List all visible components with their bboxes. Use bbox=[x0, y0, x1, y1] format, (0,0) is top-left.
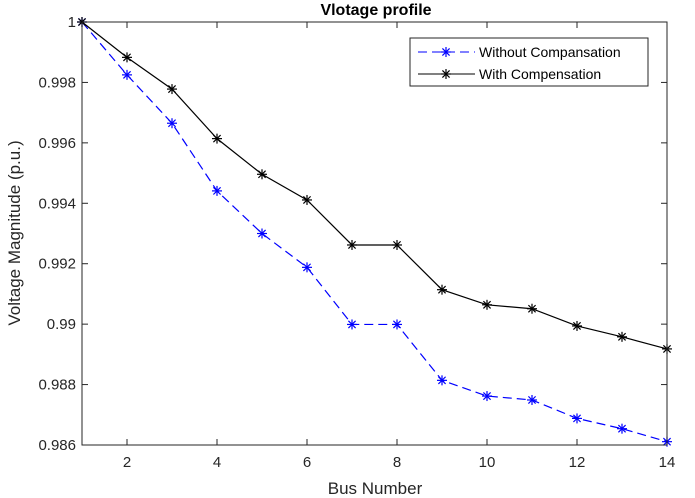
data-point-1-9 bbox=[482, 299, 492, 310]
data-point-0-1 bbox=[122, 69, 132, 80]
legend-marker-0 bbox=[441, 47, 451, 57]
series-layer bbox=[77, 17, 672, 447]
chart-title: Vlotage profile bbox=[320, 2, 431, 19]
data-point-1-12 bbox=[617, 331, 627, 342]
legend-marker-icon-1 bbox=[441, 69, 451, 79]
data-point-1-2 bbox=[167, 84, 177, 95]
data-point-1-4 bbox=[257, 169, 267, 180]
x-tick-label: 10 bbox=[479, 454, 496, 471]
data-point-0-8 bbox=[437, 375, 447, 386]
data-point-0-4 bbox=[257, 228, 267, 239]
data-point-0-12 bbox=[617, 423, 627, 434]
data-point-0-2 bbox=[167, 118, 177, 129]
data-point-1-1 bbox=[122, 52, 132, 63]
y-tick-label: 0.994 bbox=[38, 195, 76, 212]
data-point-1-6 bbox=[347, 239, 357, 250]
data-point-0-6 bbox=[347, 319, 357, 330]
data-point-0-5 bbox=[302, 262, 312, 273]
series-line-1 bbox=[81, 21, 668, 350]
data-point-0-3 bbox=[212, 185, 222, 196]
legend-label-1: With Compensation bbox=[479, 66, 601, 82]
data-point-0-7 bbox=[392, 319, 402, 330]
legend: Without Compansation With Compensation bbox=[409, 37, 649, 87]
x-tick-label: 2 bbox=[123, 454, 131, 471]
data-point-1-5 bbox=[302, 194, 312, 205]
series-points-1 bbox=[77, 17, 672, 354]
data-point-0-9 bbox=[482, 391, 492, 402]
y-tick-label: 0.996 bbox=[38, 135, 76, 152]
y-tick-label: 0.988 bbox=[38, 377, 76, 394]
y-tick-label: 0.998 bbox=[38, 74, 76, 91]
x-tick-label: 4 bbox=[213, 454, 221, 471]
data-point-1-8 bbox=[437, 284, 447, 295]
axes-layer: 2 4 6 8 10 12 14 0.986 0.988 0.99 0.992 0.994 0.996 0… bbox=[38, 14, 675, 471]
data-point-0-11 bbox=[572, 413, 582, 424]
data-point-1-3 bbox=[212, 133, 222, 144]
x-tick-label: 8 bbox=[393, 454, 401, 471]
plot-area bbox=[82, 22, 667, 445]
axes-box bbox=[81, 21, 668, 446]
y-tick-label: 0.986 bbox=[38, 437, 76, 454]
x-tick-label: 14 bbox=[659, 454, 676, 471]
data-point-1-10 bbox=[527, 303, 537, 314]
legend-marker-1 bbox=[441, 69, 451, 79]
data-point-0-10 bbox=[527, 394, 537, 405]
y-tick-label: 1 bbox=[68, 14, 76, 31]
y-tick-label: 0.992 bbox=[38, 256, 76, 273]
x-axis-label: Bus Number bbox=[328, 479, 423, 498]
legend-box bbox=[409, 37, 649, 87]
data-point-1-11 bbox=[572, 320, 582, 331]
y-tick-label: 0.99 bbox=[47, 316, 76, 333]
x-tick-label: 6 bbox=[303, 454, 311, 471]
legend-label-0: Without Compansation bbox=[479, 44, 621, 60]
data-point-1-7 bbox=[392, 239, 402, 250]
y-axis-label: Voltage Magnitude (p.u.) bbox=[5, 140, 24, 325]
x-tick-label: 12 bbox=[569, 454, 586, 471]
legend-marker-icon-0 bbox=[441, 47, 451, 57]
